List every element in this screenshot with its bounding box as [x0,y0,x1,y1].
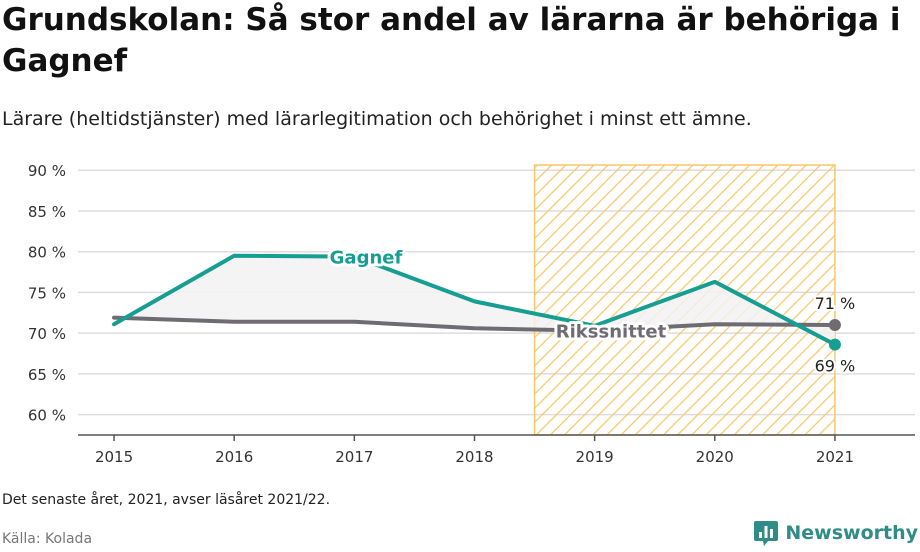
x-tick-label: 2020 [696,448,734,466]
x-tick-label: 2021 [816,448,854,466]
x-tick-label: 2018 [455,448,493,466]
chart-title: Grundskolan: Så stor andel av lärarna är… [2,2,901,79]
series-label-gagnef: Gagnef [330,248,403,269]
y-tick-label: 90 % [28,162,66,180]
series-label-riket: Rikssnittet [556,322,667,343]
line-chart: 60 % 65 % 70 % 75 % 80 % 85 % 90 % 2015 2016 2017… [28,162,915,466]
series-line-gagnef [112,253,837,347]
x-tick-label: 2017 [335,448,373,466]
y-tick-label: 85 % [28,203,66,221]
brand-name: Newsworthy [785,522,918,544]
y-tick-label: 60 % [28,407,66,425]
x-tick-label: 2015 [95,448,133,466]
series-line-riket-end-point [828,319,841,332]
brand-logo: Newsworthy [753,519,918,547]
series-line-gagnef-end-point [828,338,841,351]
y-tick-label: 65 % [28,366,66,384]
series-line-riket [112,315,837,333]
y-tick-label: 80 % [28,244,66,262]
y-tick-label: 75 % [28,284,66,302]
source-note: Källa: Kolada [2,531,93,547]
end-label-gagnef: 69 % [815,357,856,376]
chart-subtitle: Lärare (heltidstjänster) med lärarlegiti… [2,108,752,130]
bar-chart-icon [754,521,779,546]
x-tick-label: 2016 [215,448,253,466]
end-label-riket: 71 % [815,294,856,313]
footnote: Det senaste året, 2021, avser läsåret 20… [2,492,331,508]
difference-area [114,255,835,345]
x-tick-label: 2019 [576,448,614,466]
y-tick-label: 70 % [28,325,66,343]
